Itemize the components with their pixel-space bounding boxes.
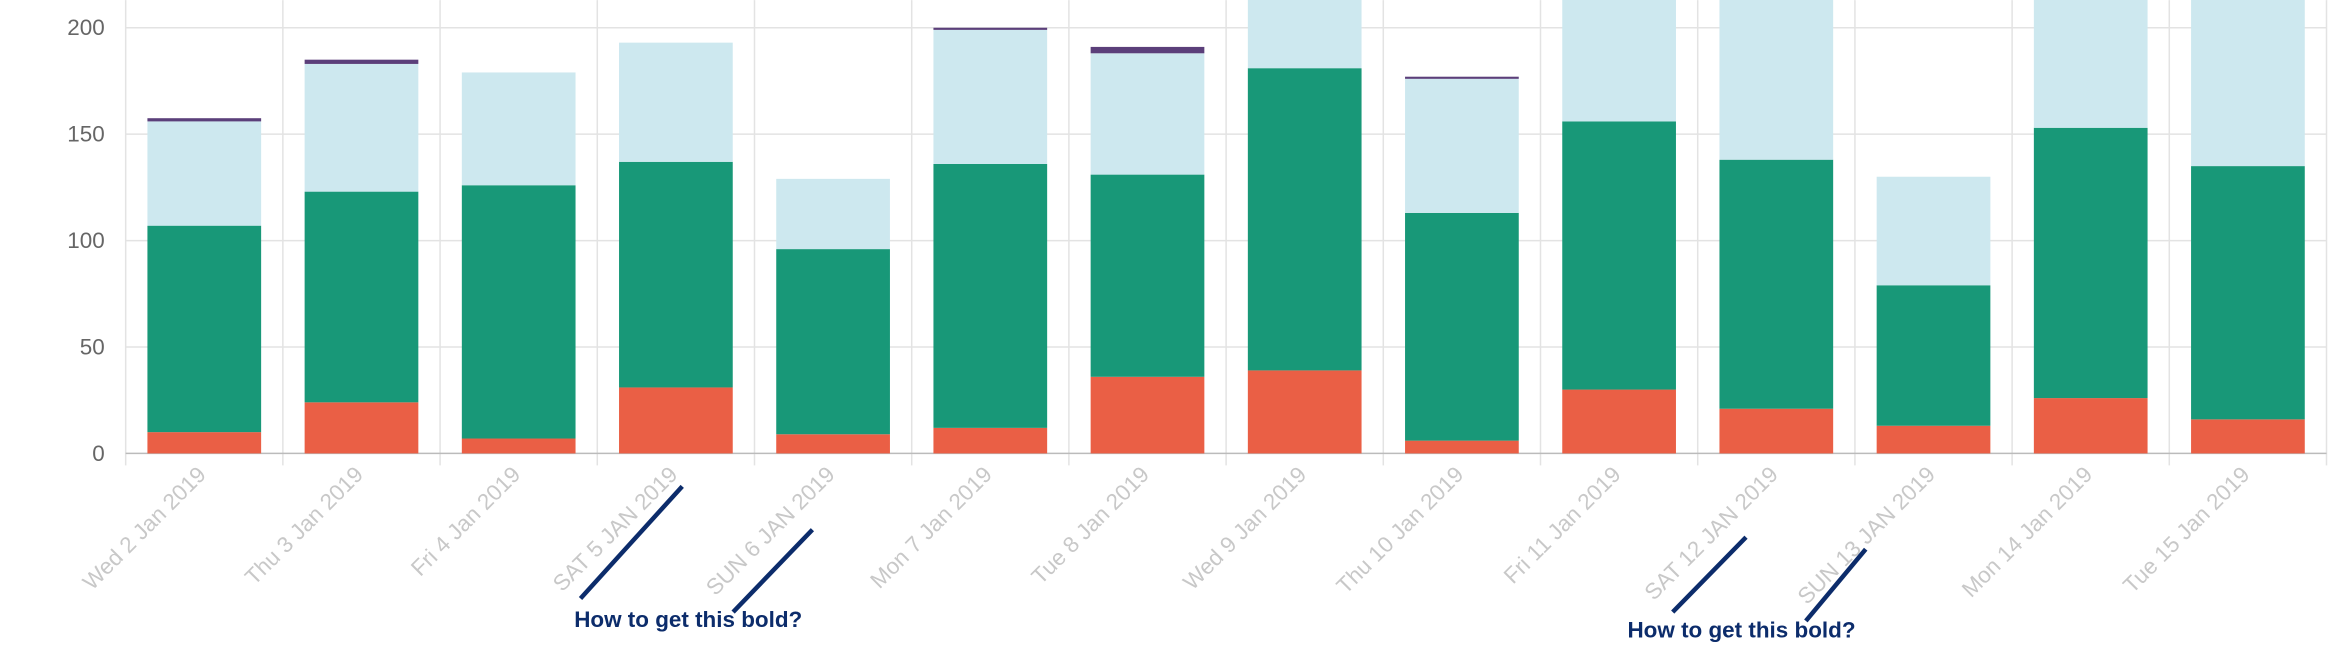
- bar-segment: [1405, 212, 1519, 441]
- bar-segment: [1562, 0, 1676, 122]
- x-tick-label: Tue 8 Jan 2019: [1027, 462, 1154, 589]
- bar-segment: [933, 427, 1048, 454]
- y-tick-label: 50: [80, 334, 105, 359]
- bar-segment: [1090, 174, 1205, 377]
- bar-segment: [1090, 376, 1205, 454]
- bar-segment: [1562, 389, 1676, 454]
- arrow: [1671, 535, 1748, 614]
- bar-segment: [619, 161, 733, 388]
- bar-segment: [461, 185, 576, 439]
- bar-segment: [1247, 68, 1362, 371]
- bar-segment: [147, 225, 262, 433]
- bar-segment: [2033, 398, 2148, 454]
- bar-segment: [1876, 425, 1991, 454]
- x-tick-label: Thu 10 Jan 2019: [1332, 462, 1469, 599]
- bar-segment: [1405, 78, 1519, 213]
- annotation-arrows: [578, 484, 1868, 623]
- x-tick-label: Fri 4 Jan 2019: [406, 462, 525, 581]
- bar-segment: [1090, 53, 1205, 175]
- bar-segment: [1719, 0, 1834, 160]
- bar-segment: [2191, 166, 2305, 420]
- bar-segment: [1562, 121, 1676, 390]
- grid: [124, 0, 2328, 466]
- x-tick-label: Thu 3 Jan 2019: [240, 462, 368, 590]
- bar-segment: [147, 121, 262, 226]
- bar-segment: [933, 163, 1048, 428]
- arrow: [1804, 547, 1868, 623]
- bar-segment: [776, 249, 890, 435]
- bar-segment: [776, 178, 890, 250]
- x-tick-label: SUN 6 JAN 2019: [701, 462, 839, 600]
- bar-segment: [1405, 76, 1519, 79]
- bar-segment: [1719, 159, 1834, 409]
- x-tick-label: SUN 13 JAN 2019: [1793, 462, 1940, 609]
- bar-segment: [933, 29, 1048, 164]
- bar-segment: [1876, 285, 1991, 426]
- bar-segment: [1719, 408, 1834, 454]
- bar-segment: [2033, 0, 2148, 128]
- bar-segment: [1090, 46, 1205, 54]
- x-tick-label: SAT 12 JAN 2019: [1640, 462, 1783, 605]
- bar-segment: [461, 438, 576, 454]
- bar-segment: [304, 402, 419, 454]
- y-tick-label: 0: [92, 441, 104, 466]
- y-tick-label: 200: [67, 15, 104, 40]
- bar-segment: [1405, 440, 1519, 454]
- bar-segment: [461, 72, 576, 186]
- bar-segment: [1876, 176, 1991, 286]
- x-tick-label: Fri 11 Jan 2019: [1499, 462, 1626, 589]
- bar-segment: [933, 27, 1048, 30]
- x-tick-label: Mon 7 Jan 2019: [865, 462, 996, 593]
- bar-segment: [304, 63, 419, 192]
- bar-segment: [304, 191, 419, 403]
- bars: [147, 0, 2305, 454]
- x-tick-label: Mon 14 Jan 2019: [1957, 462, 2097, 602]
- bar-segment: [147, 432, 262, 454]
- x-tick-label: SAT 5 JAN 2019: [548, 462, 682, 596]
- bar-segment: [776, 434, 890, 454]
- bar-segment: [2033, 127, 2148, 399]
- bar-segment: [147, 118, 262, 122]
- x-tick-label: Wed 2 Jan 2019: [78, 462, 211, 595]
- annotation: How to get this bold?: [1627, 617, 1855, 642]
- x-tick-label: Tue 15 Jan 2019: [2118, 462, 2254, 598]
- bar-segment: [2191, 419, 2305, 454]
- y-tick-label: 150: [67, 122, 104, 147]
- bar-segment: [1247, 370, 1362, 454]
- bar-segment: [304, 59, 419, 64]
- annotation: How to get this bold?: [574, 607, 802, 632]
- y-tick-label: 100: [67, 228, 104, 253]
- bar-segment: [619, 387, 733, 454]
- bar-segment: [619, 42, 733, 162]
- arrow: [731, 528, 815, 614]
- bar-segment: [1247, 0, 1362, 69]
- x-tick-label: Wed 9 Jan 2019: [1178, 462, 1311, 595]
- bar-segment: [2191, 0, 2305, 167]
- arrow: [578, 484, 684, 601]
